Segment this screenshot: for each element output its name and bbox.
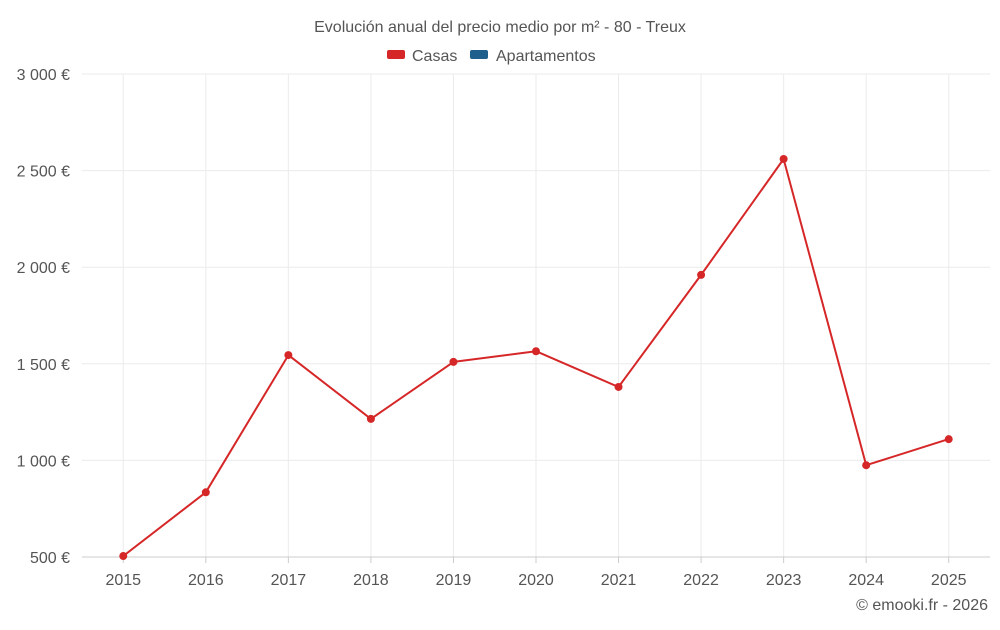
chart-title: Evolución anual del precio medio por m² … [314,19,686,36]
y-tick-label: 1 500 € [17,357,70,374]
y-tick-label: 2 000 € [17,260,70,277]
y-tick-label: 500 € [30,550,70,567]
data-point-casas-2019 [449,357,458,366]
legend-label-casas: Casas [412,48,457,65]
x-tick-label: 2022 [683,572,719,589]
x-tick-label: 2015 [105,572,141,589]
data-point-casas-2024 [862,461,871,470]
data-point-casas-2023 [779,155,788,164]
x-tick-label: 2018 [353,572,389,589]
x-tick-label: 2020 [518,572,554,589]
x-tick-label: 2017 [271,572,307,589]
x-tick-label: 2019 [436,572,472,589]
grid [82,73,990,558]
legend-label-apartamentos: Apartamentos [496,48,596,65]
legend-item-casas[interactable]: Casas [387,48,457,65]
y-tick-label: 1 000 € [17,453,70,470]
credit-text: © emooki.fr - 2026 [856,597,988,614]
x-tick-label: 2016 [188,572,224,589]
legend-swatch-casas [387,50,405,59]
data-point-casas-2018 [366,414,375,423]
data-point-casas-2020 [532,347,540,356]
legend-swatch-apartamentos [470,50,488,59]
legend: Casas Apartamentos [387,48,596,65]
legend-item-apartamentos[interactable]: Apartamentos [470,48,596,65]
y-tick-label: 3 000 € [17,67,70,84]
x-tick-label: 2024 [848,572,884,589]
data-point-casas-2025 [944,435,953,444]
data-point-casas-2021 [614,382,623,391]
y-tick-label: 2 500 € [17,164,70,181]
axes: 500 € 1 000 € 1 500 € 2 000 € 2 500 € 3 000 €… [17,67,990,589]
data-point-casas-2017 [284,351,293,360]
series [119,155,953,561]
data-point-casas-2022 [697,270,706,279]
data-point-casas-2015 [119,552,128,561]
x-tick-label: 2025 [931,572,967,589]
data-point-casas-2016 [201,488,210,497]
x-tick-label: 2021 [601,572,637,589]
x-tick-label: 2023 [766,572,802,589]
